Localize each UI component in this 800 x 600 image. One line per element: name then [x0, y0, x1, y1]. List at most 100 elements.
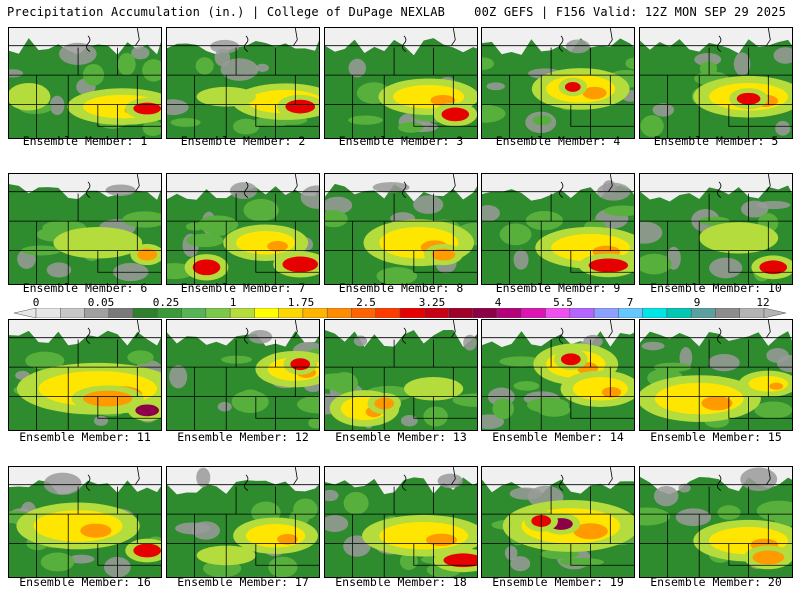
- state-border: [97, 104, 161, 127]
- light-precip-patch: [248, 330, 273, 344]
- light-precip-patch: [372, 182, 410, 193]
- moderate-precip-patch: [197, 215, 239, 234]
- moderate-precip-patch: [297, 395, 319, 414]
- light-precip-patch: [229, 182, 258, 200]
- moderate-precip-patch: [513, 381, 540, 391]
- valid-time: 00Z GEFS | F156 Valid: 12Z MON SEP 29 20…: [474, 5, 786, 19]
- river: [716, 474, 722, 491]
- state-border: [293, 320, 298, 338]
- member-label: Ensemble Member: 13: [335, 430, 467, 444]
- moderate-precip-patch: [25, 351, 65, 370]
- light-precip-patch: [486, 82, 505, 91]
- state-border: [640, 396, 749, 430]
- moderate-precip-patch: [122, 211, 161, 228]
- precip-max-yellow: [33, 510, 123, 542]
- state-border: [728, 396, 792, 419]
- precip-max-yellow: [379, 522, 469, 550]
- colorbar-tick-label: 0.25: [152, 296, 180, 309]
- moderate-precip-patch: [170, 118, 201, 127]
- colorbar-swatch: [715, 308, 740, 318]
- state-border: [766, 467, 771, 485]
- state-border: [766, 174, 771, 192]
- no-precip-area: [482, 28, 634, 55]
- member-label: Ensemble Member: 8: [338, 281, 464, 295]
- member-map-13: [324, 319, 478, 431]
- light-precip-patch: [775, 120, 791, 136]
- precip-core-orange: [601, 386, 622, 398]
- light-precip-patch: [300, 185, 319, 209]
- no-precip-area: [640, 320, 792, 347]
- light-precip-patch: [210, 39, 240, 54]
- state-border: [451, 174, 456, 192]
- precip-max-red: [564, 82, 581, 92]
- no-precip-area: [325, 467, 477, 495]
- light-precip-patch: [413, 195, 444, 214]
- state-border: [570, 396, 634, 419]
- colorbar-swatch: [205, 308, 231, 318]
- light-precip-patch: [652, 103, 675, 117]
- precip-core-orange: [573, 523, 608, 540]
- member-label: Ensemble Member: 6: [22, 281, 148, 295]
- chart-title: Precipitation Accumulation (in.) | Colle…: [7, 5, 446, 19]
- precip-core-orange: [701, 396, 733, 411]
- precip-max-red: [192, 259, 221, 276]
- light-precip-patch: [49, 95, 65, 116]
- member-label: Ensemble Member: 1: [22, 134, 148, 148]
- member-label: Ensemble Member: 15: [650, 430, 782, 444]
- state-border: [570, 543, 634, 566]
- state-border: [9, 193, 79, 222]
- state-border: [608, 320, 613, 338]
- moderate-precip-patch: [482, 57, 494, 70]
- precip-max-red: [443, 553, 477, 568]
- moderate-precip-patch: [397, 122, 424, 133]
- moderate-precip-patch: [499, 223, 532, 246]
- light-precip-patch: [679, 347, 693, 369]
- member-map-16: [8, 466, 162, 578]
- moderate-precip-patch: [221, 355, 252, 364]
- state-border: [482, 250, 591, 284]
- member-map-3: [324, 27, 478, 139]
- state-border: [451, 467, 456, 485]
- moderate-precip-patch: [645, 507, 662, 519]
- moderate-precip-patch: [532, 115, 552, 126]
- member-map-15: [639, 319, 793, 431]
- colorbar-swatch: [229, 308, 255, 318]
- member-map-11: [8, 319, 162, 431]
- state-border: [608, 28, 613, 46]
- moderate-precip-patch: [423, 406, 448, 427]
- state-border: [640, 250, 749, 284]
- moderate-precip-patch: [717, 505, 741, 520]
- member-map-4: [481, 27, 635, 139]
- precip-max-yellow-green: [699, 222, 779, 254]
- no-precip-area: [167, 320, 319, 347]
- precip-max-orange: [83, 390, 133, 407]
- moderate-precip-patch: [127, 350, 154, 365]
- colorbar-swatch: [278, 308, 304, 318]
- state-border: [608, 174, 613, 192]
- moderate-precip-patch: [754, 401, 792, 419]
- no-precip-area: [9, 467, 161, 494]
- colorbar-swatch: [108, 308, 134, 318]
- precip-max-red: [285, 99, 316, 114]
- precip-max-red: [759, 260, 788, 275]
- member-map-17: [166, 466, 320, 578]
- state-border: [135, 467, 140, 485]
- member-label: Ensemble Member: 10: [650, 281, 782, 295]
- moderate-precip-patch: [499, 356, 544, 367]
- light-precip-patch: [733, 52, 751, 76]
- light-precip-patch: [196, 467, 211, 488]
- river: [243, 327, 249, 344]
- state-border: [255, 104, 319, 127]
- no-precip-area: [482, 467, 634, 495]
- state-border: [255, 396, 319, 419]
- precip-max-red: [441, 107, 470, 122]
- state-border: [640, 47, 710, 76]
- light-precip-patch: [325, 489, 339, 502]
- state-border: [413, 250, 477, 273]
- precip-core-orange: [430, 94, 456, 106]
- colorbar-swatch: [35, 308, 61, 318]
- moderate-precip-patch: [325, 373, 354, 390]
- moderate-precip-patch: [142, 59, 161, 82]
- moderate-precip-patch: [399, 552, 418, 571]
- light-precip-patch: [9, 69, 24, 78]
